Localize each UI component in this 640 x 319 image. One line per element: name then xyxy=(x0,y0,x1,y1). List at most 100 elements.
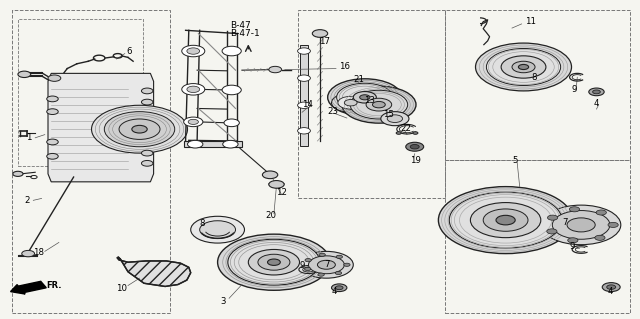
Bar xyxy=(12,10,170,313)
Circle shape xyxy=(328,79,402,116)
Circle shape xyxy=(547,215,557,220)
Text: 21: 21 xyxy=(353,75,364,84)
Text: 6: 6 xyxy=(127,47,132,56)
Circle shape xyxy=(496,215,515,225)
Circle shape xyxy=(381,112,409,126)
Circle shape xyxy=(608,222,618,227)
Circle shape xyxy=(298,75,310,81)
Circle shape xyxy=(22,250,35,257)
Circle shape xyxy=(342,86,416,123)
Circle shape xyxy=(269,66,282,73)
Circle shape xyxy=(18,71,31,78)
Circle shape xyxy=(567,218,595,232)
Circle shape xyxy=(200,221,236,239)
Circle shape xyxy=(298,128,310,134)
Circle shape xyxy=(410,145,419,149)
Circle shape xyxy=(552,211,610,239)
Text: 20: 20 xyxy=(266,211,276,220)
Circle shape xyxy=(308,256,344,274)
Text: 5: 5 xyxy=(512,156,518,165)
Circle shape xyxy=(258,254,290,270)
Circle shape xyxy=(305,258,311,262)
Text: 16: 16 xyxy=(339,62,350,71)
Circle shape xyxy=(224,119,239,127)
Text: 13: 13 xyxy=(364,96,374,105)
Circle shape xyxy=(596,210,606,215)
Text: 15: 15 xyxy=(383,110,394,119)
Circle shape xyxy=(119,119,160,139)
Circle shape xyxy=(182,84,205,95)
Bar xyxy=(445,10,630,159)
Circle shape xyxy=(141,99,153,105)
Circle shape xyxy=(188,140,203,148)
Circle shape xyxy=(476,43,572,91)
Circle shape xyxy=(518,64,529,70)
Circle shape xyxy=(512,61,535,73)
Circle shape xyxy=(184,117,203,127)
Text: 4: 4 xyxy=(594,99,600,108)
Circle shape xyxy=(372,101,385,108)
Circle shape xyxy=(595,235,605,240)
Text: 4: 4 xyxy=(332,287,337,296)
Circle shape xyxy=(47,109,58,115)
Circle shape xyxy=(222,85,241,95)
Circle shape xyxy=(312,30,328,37)
Circle shape xyxy=(218,234,330,290)
Text: 7: 7 xyxy=(562,218,568,227)
Circle shape xyxy=(132,125,147,133)
Circle shape xyxy=(470,203,541,238)
Text: 12: 12 xyxy=(276,188,287,197)
Text: 9: 9 xyxy=(570,242,575,251)
Circle shape xyxy=(607,285,616,289)
Circle shape xyxy=(141,88,153,94)
Text: B-47: B-47 xyxy=(230,21,251,30)
Text: 2: 2 xyxy=(24,196,30,205)
Circle shape xyxy=(47,139,58,145)
Circle shape xyxy=(396,132,401,134)
Circle shape xyxy=(589,88,604,96)
Circle shape xyxy=(191,216,244,243)
Circle shape xyxy=(360,95,370,100)
Polygon shape xyxy=(117,257,191,286)
Circle shape xyxy=(353,92,376,103)
Circle shape xyxy=(602,283,620,292)
Circle shape xyxy=(438,187,573,254)
Text: 1: 1 xyxy=(26,133,31,142)
Polygon shape xyxy=(48,73,154,182)
Circle shape xyxy=(387,115,403,122)
Circle shape xyxy=(336,255,342,258)
Circle shape xyxy=(92,105,188,153)
Circle shape xyxy=(262,171,278,179)
Text: 19: 19 xyxy=(410,156,420,165)
Circle shape xyxy=(332,284,347,292)
Circle shape xyxy=(13,171,23,176)
Text: 14: 14 xyxy=(302,100,313,109)
Circle shape xyxy=(318,273,324,276)
Bar xyxy=(298,10,445,198)
Circle shape xyxy=(182,45,205,57)
Circle shape xyxy=(541,205,621,245)
Circle shape xyxy=(47,153,58,159)
Circle shape xyxy=(187,48,200,54)
Text: 23: 23 xyxy=(328,107,339,115)
Text: 3: 3 xyxy=(221,297,227,306)
Text: 9: 9 xyxy=(572,85,577,94)
Text: 11: 11 xyxy=(525,17,536,26)
Circle shape xyxy=(141,150,153,156)
Circle shape xyxy=(187,86,200,93)
Circle shape xyxy=(501,56,546,78)
Circle shape xyxy=(335,286,343,290)
FancyArrow shape xyxy=(10,281,46,294)
Circle shape xyxy=(483,209,528,231)
Bar xyxy=(445,160,630,313)
Circle shape xyxy=(350,90,408,119)
Circle shape xyxy=(298,102,310,108)
Circle shape xyxy=(335,271,342,275)
Circle shape xyxy=(48,75,61,81)
Circle shape xyxy=(570,207,580,212)
Text: 4: 4 xyxy=(608,287,614,296)
Text: 8: 8 xyxy=(531,73,537,82)
Circle shape xyxy=(188,119,198,124)
Circle shape xyxy=(319,253,325,256)
Circle shape xyxy=(344,263,350,266)
